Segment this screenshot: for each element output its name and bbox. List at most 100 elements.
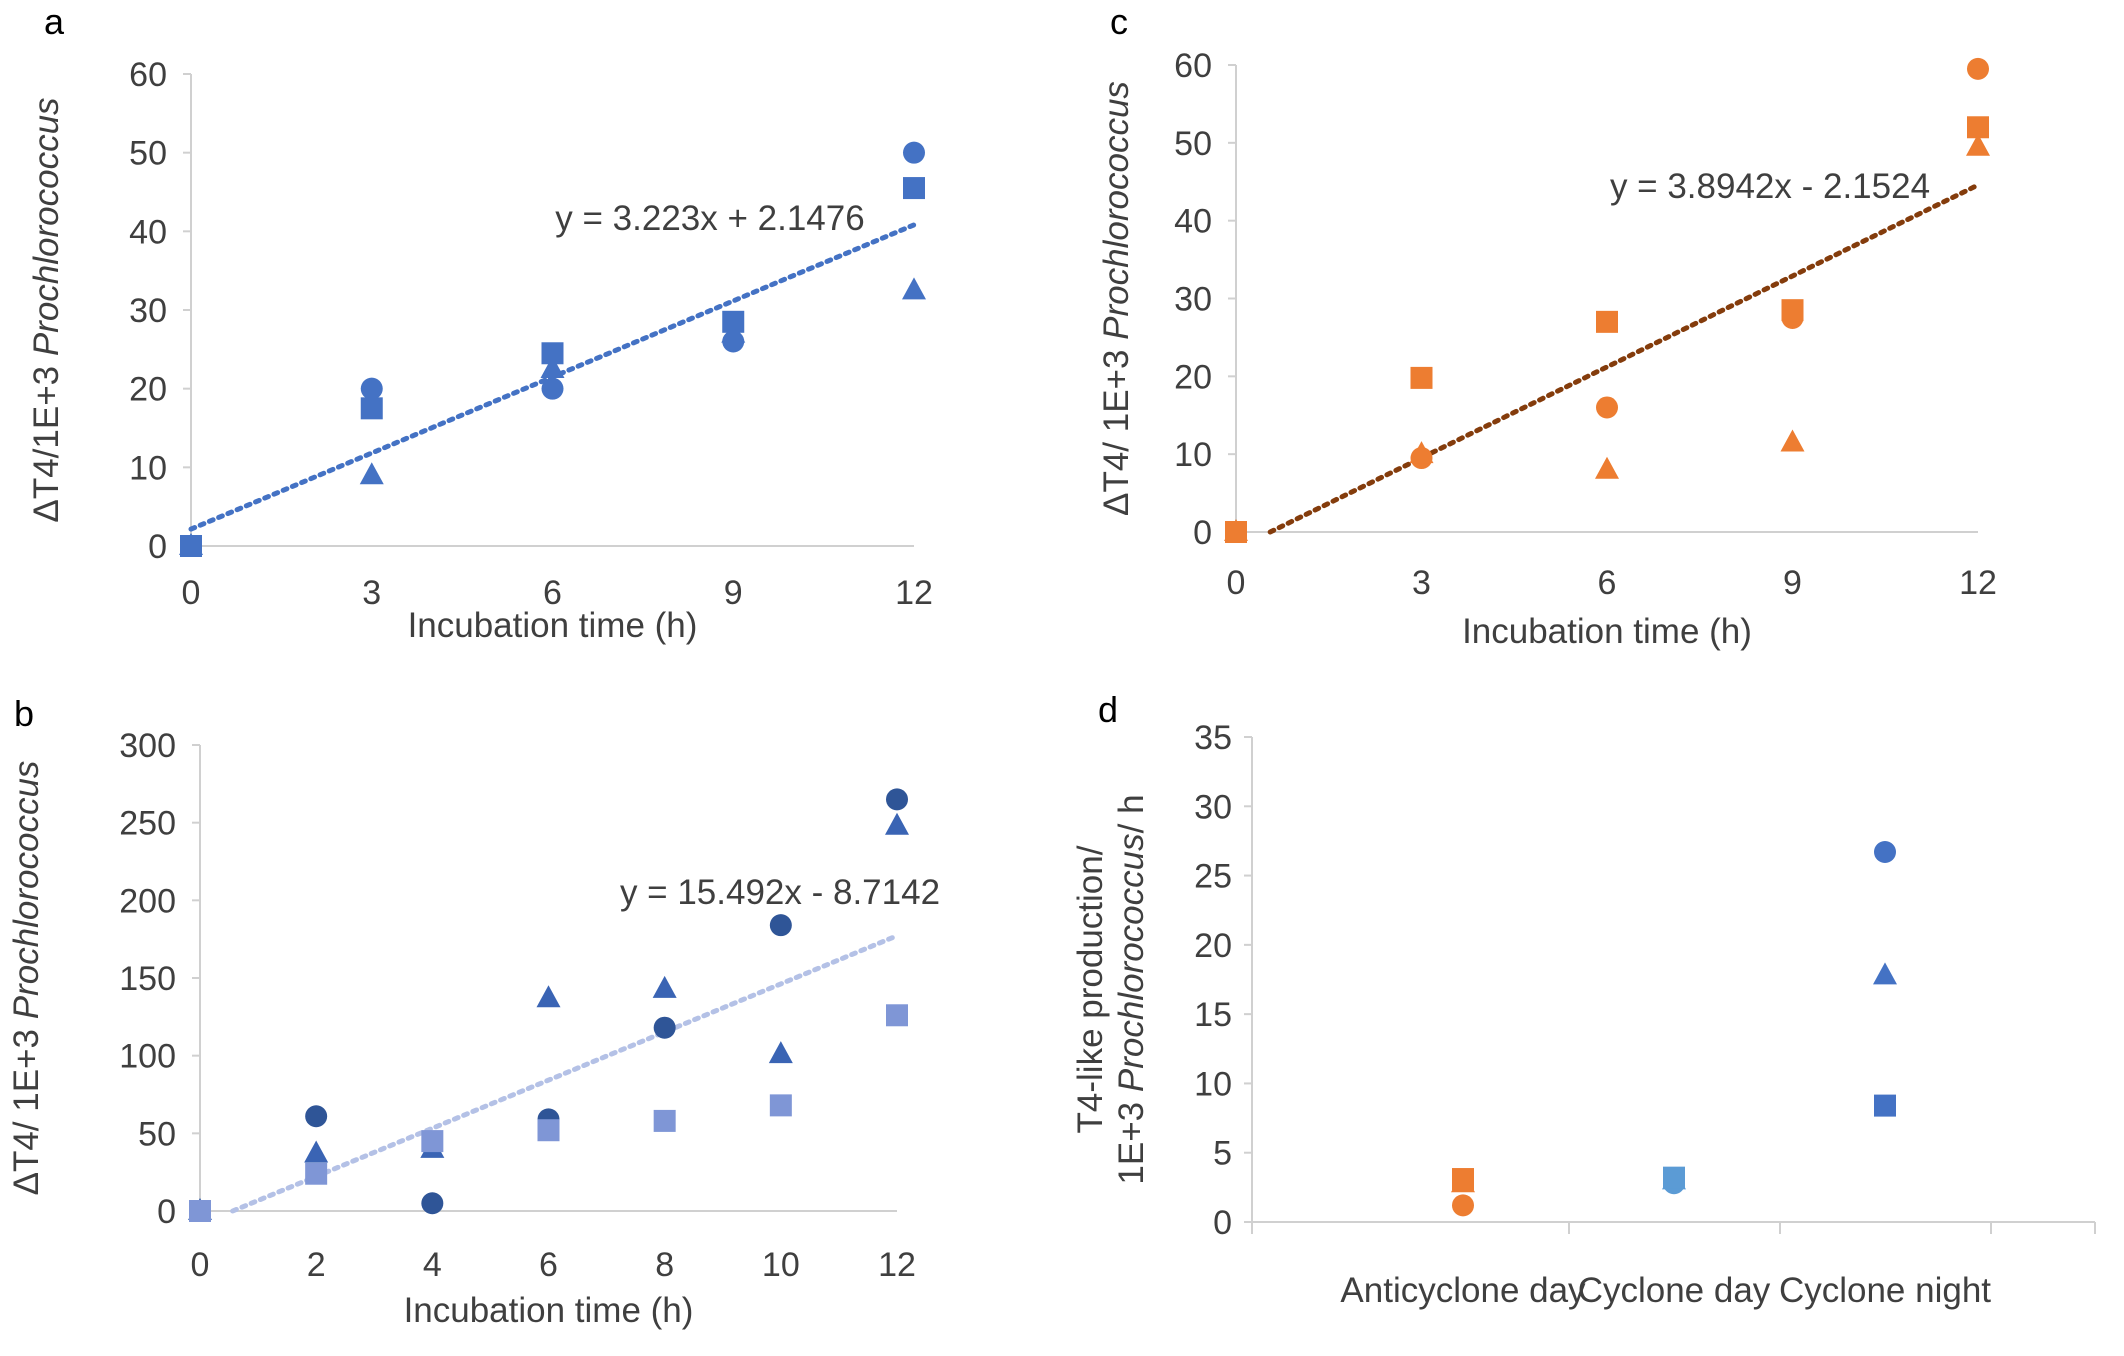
data-point-square xyxy=(886,1004,908,1027)
x-tick-label: 9 xyxy=(724,574,743,612)
x-tick-label: 9 xyxy=(1783,564,1802,602)
y-tick-label: 30 xyxy=(1174,281,1212,319)
x-tick-label: 10 xyxy=(762,1246,800,1284)
panel-letter-d: d xyxy=(1098,689,1118,730)
y-tick-label: 0 xyxy=(148,528,167,566)
x-tick-label: 12 xyxy=(878,1246,916,1284)
data-point-triangle xyxy=(768,1041,793,1064)
data-point-square xyxy=(541,342,564,365)
trendline xyxy=(1267,182,1981,535)
data-point-square xyxy=(421,1130,444,1153)
data-point-circle xyxy=(360,377,383,400)
data-point-triangle xyxy=(902,277,926,300)
y-tick-label: 50 xyxy=(138,1115,176,1153)
category-label: Cyclone night xyxy=(1779,1271,1991,1310)
data-point-square xyxy=(1596,310,1618,333)
data-point-triangle xyxy=(1873,962,1897,985)
y-tick-label: 50 xyxy=(129,135,167,173)
data-point-triangle xyxy=(1409,441,1434,464)
data-point-triangle xyxy=(359,462,384,485)
data-point-square xyxy=(537,1119,560,1142)
data-point-triangle xyxy=(652,975,677,998)
data-point-triangle xyxy=(540,356,565,378)
y-tick-label: 30 xyxy=(1194,788,1232,826)
y-tick-label: 10 xyxy=(129,449,167,487)
x-tick-label: 12 xyxy=(1959,564,1997,602)
data-point-square xyxy=(360,397,383,420)
y-axis-title-line1: T4-like production/ xyxy=(1071,845,1110,1133)
x-tick-label: 3 xyxy=(362,574,381,612)
y-tick-label: 0 xyxy=(1213,1204,1232,1242)
data-point-circle xyxy=(886,788,908,811)
y-tick-label: 60 xyxy=(129,56,167,94)
x-axis-title: Incubation time (h) xyxy=(1462,612,1752,651)
y-tick-label: 150 xyxy=(119,960,176,998)
panel-letter-c: c xyxy=(1110,1,1128,42)
x-axis-title: Incubation time (h) xyxy=(408,606,698,645)
data-point-square xyxy=(653,1109,676,1132)
x-tick-label: 6 xyxy=(539,1246,558,1284)
x-tick-label: 6 xyxy=(543,574,562,612)
data-point-square xyxy=(1410,366,1433,389)
trendline-equation: y = 15.492x - 8.7142 xyxy=(620,873,940,912)
y-axis-title-line2: 1E+3 Prochlorococcus/ h xyxy=(1112,794,1151,1184)
y-axis-title: ΔT4/1E+3 Prochlorococcus xyxy=(27,97,66,522)
y-axis-title: ΔT4/ 1E+3 Prochlorococcus xyxy=(7,761,46,1196)
y-tick-label: 0 xyxy=(1193,514,1212,552)
data-point-circle xyxy=(1452,1194,1474,1217)
data-point-circle xyxy=(305,1105,328,1128)
panel-letter-a: a xyxy=(44,1,65,42)
trendline-equation: y = 3.223x + 2.1476 xyxy=(555,199,864,238)
data-point-square xyxy=(189,1200,211,1222)
panel-c-chart: 0 10 20 30 40 50 60 0 3 6 9 12 Incubation time (h) ΔT… xyxy=(1097,47,1997,651)
category-label: Cyclone day xyxy=(1578,1271,1771,1310)
data-point-triangle xyxy=(1224,519,1248,541)
y-tick-label: 15 xyxy=(1194,996,1232,1034)
y-tick-label: 0 xyxy=(157,1193,176,1231)
x-tick-label: 0 xyxy=(1227,564,1246,602)
data-point-circle xyxy=(1874,841,1896,864)
data-point-triangle xyxy=(885,812,909,835)
x-tick-label: 6 xyxy=(1598,564,1617,602)
data-point-square xyxy=(1967,116,1989,139)
x-tick-label: 3 xyxy=(1412,564,1431,602)
data-point-circle xyxy=(541,377,564,400)
data-point-square xyxy=(1781,299,1804,322)
y-tick-label: 60 xyxy=(1174,47,1212,85)
panel-b-chart: 0 50 100 150 200 250 300 0 2 4 6 8 10 12 Incubation ti… xyxy=(7,727,940,1330)
y-tick-label: 200 xyxy=(119,882,176,920)
x-tick-label: 12 xyxy=(895,574,933,612)
data-point-square xyxy=(769,1094,792,1117)
y-tick-label: 20 xyxy=(1174,358,1212,396)
data-point-square xyxy=(1663,1166,1685,1189)
y-tick-label: 30 xyxy=(129,292,167,330)
y-tick-label: 35 xyxy=(1194,719,1232,757)
y-tick-label: 40 xyxy=(1174,203,1212,241)
data-point-triangle xyxy=(304,1140,329,1163)
y-tick-label: 25 xyxy=(1194,858,1232,896)
data-point-square xyxy=(305,1162,328,1185)
x-tick-label: 2 xyxy=(307,1246,326,1284)
data-point-circle xyxy=(653,1016,676,1039)
y-tick-label: 20 xyxy=(1194,927,1232,965)
data-point-circle xyxy=(769,914,792,937)
y-axis-title: ΔT4/ 1E+3 Prochlorococcus xyxy=(1097,81,1136,516)
data-point-triangle xyxy=(721,320,746,343)
data-point-circle xyxy=(1967,57,1989,80)
data-point-triangle xyxy=(1966,133,1990,156)
x-tick-label: 0 xyxy=(182,574,201,612)
data-point-square xyxy=(1874,1094,1896,1117)
x-tick-label: 8 xyxy=(655,1246,674,1284)
y-tick-label: 300 xyxy=(119,727,176,765)
y-tick-label: 250 xyxy=(119,805,176,843)
trendline xyxy=(230,933,900,1214)
x-tick-label: 4 xyxy=(423,1246,442,1284)
y-tick-label: 10 xyxy=(1194,1065,1232,1103)
data-point-square xyxy=(903,177,925,200)
data-point-triangle xyxy=(179,533,203,555)
y-tick-label: 50 xyxy=(1174,125,1212,163)
data-point-triangle xyxy=(536,985,561,1008)
y-tick-label: 5 xyxy=(1213,1135,1232,1173)
